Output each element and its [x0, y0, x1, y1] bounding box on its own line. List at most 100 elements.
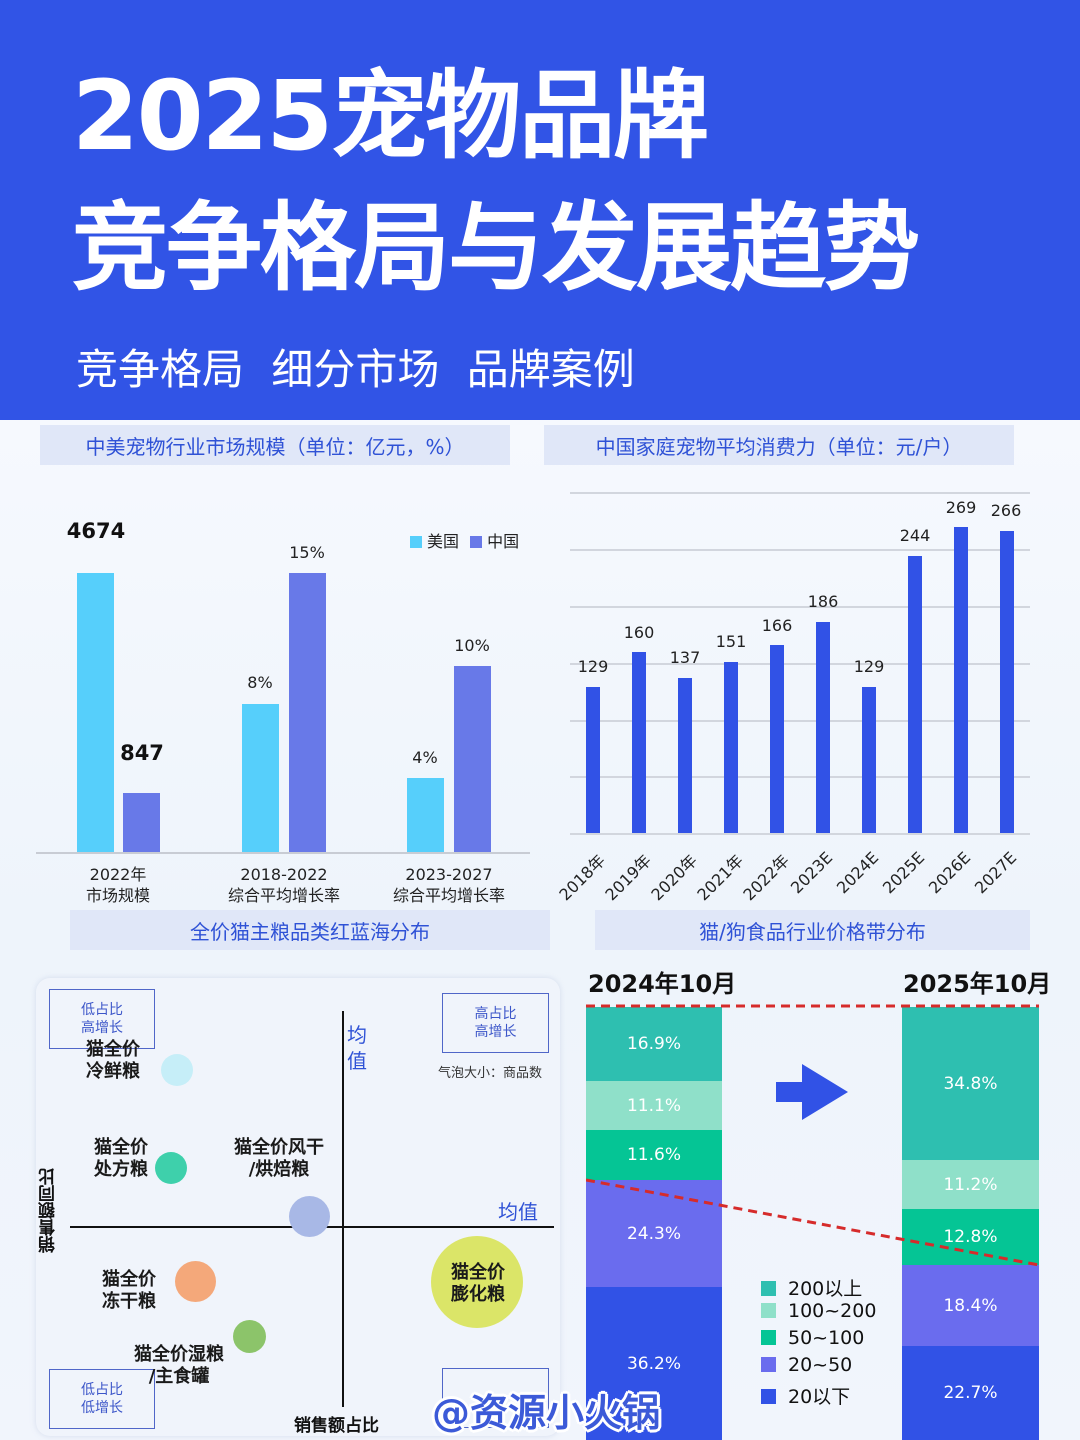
value-label: 269 [945, 498, 977, 517]
gridline [570, 492, 1030, 494]
chart1-title: 中美宠物行业市场规模（单位：亿元，%） [40, 425, 510, 465]
quadrant-bottom-left-box: 低占比 低增长 [49, 1369, 155, 1429]
bubble-label: 猫全价湿粮/主食罐 [134, 1344, 224, 1387]
bar-cn-2018-2022 [289, 573, 326, 853]
legend-item: 50~100 [761, 1327, 864, 1349]
quadrant-bottom-right-box [442, 1368, 549, 1428]
bar-2024e [862, 687, 876, 833]
bubble-fresh [161, 1054, 193, 1086]
bar-2023e [816, 622, 830, 833]
period-label-2024: 2024年10月 [588, 970, 737, 998]
category-label: 2022年 市场规模 [85, 865, 151, 905]
segment-2025-20-50: 18.4% [902, 1265, 1039, 1346]
legend-swatch-us [410, 536, 422, 548]
page-subtitle: 竞争格局 细分市场 品牌案例 [76, 345, 635, 394]
period-label-2025: 2025年10月 [903, 970, 1052, 998]
legend-item: 20~50 [761, 1354, 852, 1376]
bar-2019 [632, 652, 646, 833]
segment-2024-100-200: 11.1% [586, 1081, 722, 1130]
value-label: 15% [289, 543, 325, 562]
legend-label-us: 美国 [427, 532, 460, 551]
bubble-label: 猫全价 冷鲜粮 [86, 1039, 140, 1082]
category-label: 2018-2022 综合平均增长率 [227, 865, 341, 905]
bubble-wetfood [233, 1320, 266, 1353]
bubble-airdried [289, 1196, 330, 1237]
y-mean-label: 均值 [347, 1023, 367, 1073]
legend-item: 100~200 [761, 1300, 876, 1322]
page-title-line1: 2025宠物品牌 [72, 60, 709, 172]
bubble-label: 猫全价 处方粮 [94, 1137, 148, 1180]
value-label: 4674 [66, 519, 126, 543]
bar-2018 [586, 687, 600, 833]
quadrant-top-right-box: 高占比 高增长 [442, 993, 549, 1053]
gridline [570, 833, 1030, 835]
segment-2024-under20: 36.2% [586, 1287, 722, 1440]
bubble-freezedried [175, 1261, 216, 1302]
bar-cn-2023-2027 [454, 666, 491, 853]
segment-2025-under20: 22.7% [902, 1346, 1039, 1440]
bubble-kibble [431, 1236, 523, 1328]
bar-cn-2022 [123, 793, 160, 853]
value-label: 847 [120, 741, 164, 765]
value-label: 137 [669, 648, 701, 667]
page-title-line2: 竞争格局与发展趋势 [72, 192, 920, 304]
gridline [570, 549, 1030, 551]
watermark: @资源小火锅 [432, 1391, 661, 1435]
chart1-legend: 美国 中国 [410, 528, 519, 552]
segment-2024-20-50: 24.3% [586, 1180, 722, 1287]
arrow-right-icon [776, 1064, 848, 1120]
segment-2025-200plus: 34.8% [902, 1007, 1039, 1160]
legend-label-cn: 中国 [487, 532, 520, 551]
bar-us-2022 [77, 573, 114, 853]
chart4-title: 猫/狗食品行业价格带分布 [595, 910, 1030, 950]
segment-2024-200plus: 16.9% [586, 1007, 722, 1081]
bubble-size-note: 气泡大小：商品数 [438, 1066, 543, 1081]
gridline [570, 663, 1030, 665]
legend-swatch [761, 1303, 776, 1318]
segment-2025-100-200: 11.2% [902, 1160, 1039, 1209]
bar-2025e [908, 556, 922, 833]
legend-swatch [761, 1357, 776, 1372]
value-label: 129 [577, 657, 609, 676]
x-axis-title: 销售额占比 [294, 1416, 379, 1436]
bubble-label: 猫全价 膨化粮 [451, 1262, 505, 1305]
legend-swatch [761, 1389, 776, 1404]
y-axis-title: 销售额同比 [39, 1168, 59, 1253]
gridline [570, 776, 1030, 778]
quadrant-top-left-box: 低占比 高增长 [49, 989, 155, 1049]
x-axis-line [36, 852, 530, 854]
value-label: 129 [853, 657, 885, 676]
bar-2022 [770, 645, 784, 833]
x-mean-label: 均值 [498, 1200, 538, 1224]
value-label: 244 [899, 526, 931, 545]
legend-swatch [761, 1281, 776, 1296]
value-label: 186 [807, 592, 839, 611]
chart3-title: 全价猫主粮品类红蓝海分布 [70, 910, 550, 950]
category-label: 2023-2027 综合平均增长率 [392, 865, 506, 905]
bar-2026e [954, 527, 968, 833]
header-banner: 2025宠物品牌 竞争格局与发展趋势 竞争格局 细分市场 品牌案例 [0, 0, 1080, 420]
value-label: 160 [623, 623, 655, 642]
legend-item: 20以下 [761, 1382, 850, 1409]
segment-2025-50-100: 12.8% [902, 1209, 1039, 1265]
bar-2021 [724, 662, 738, 833]
bar-us-2018-2022 [242, 704, 279, 853]
segment-2024-50-100: 11.6% [586, 1130, 722, 1180]
bubble-prescription [155, 1152, 187, 1184]
gridline [570, 606, 1030, 608]
value-label: 151 [715, 632, 747, 651]
chart2-title: 中国家庭宠物平均消费力（单位：元/户） [544, 425, 1014, 465]
value-label: 166 [761, 616, 793, 635]
gridline [570, 720, 1030, 722]
bubble-label: 猫全价风干/烘焙粮 [234, 1137, 324, 1180]
value-label: 4% [412, 748, 438, 767]
bar-2020 [678, 678, 692, 833]
value-label: 266 [990, 501, 1022, 520]
legend-swatch [761, 1330, 776, 1345]
y-mean-axis [342, 1011, 344, 1407]
bar-us-2023-2027 [407, 778, 444, 853]
bubble-label: 猫全价 冻干粮 [102, 1269, 156, 1312]
bar-2027e [1000, 531, 1014, 833]
legend-swatch-cn [470, 536, 483, 548]
value-label: 8% [247, 673, 273, 692]
